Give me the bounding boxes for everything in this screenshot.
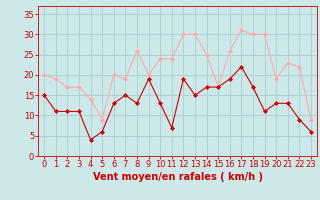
X-axis label: Vent moyen/en rafales ( km/h ): Vent moyen/en rafales ( km/h ) (92, 172, 263, 182)
